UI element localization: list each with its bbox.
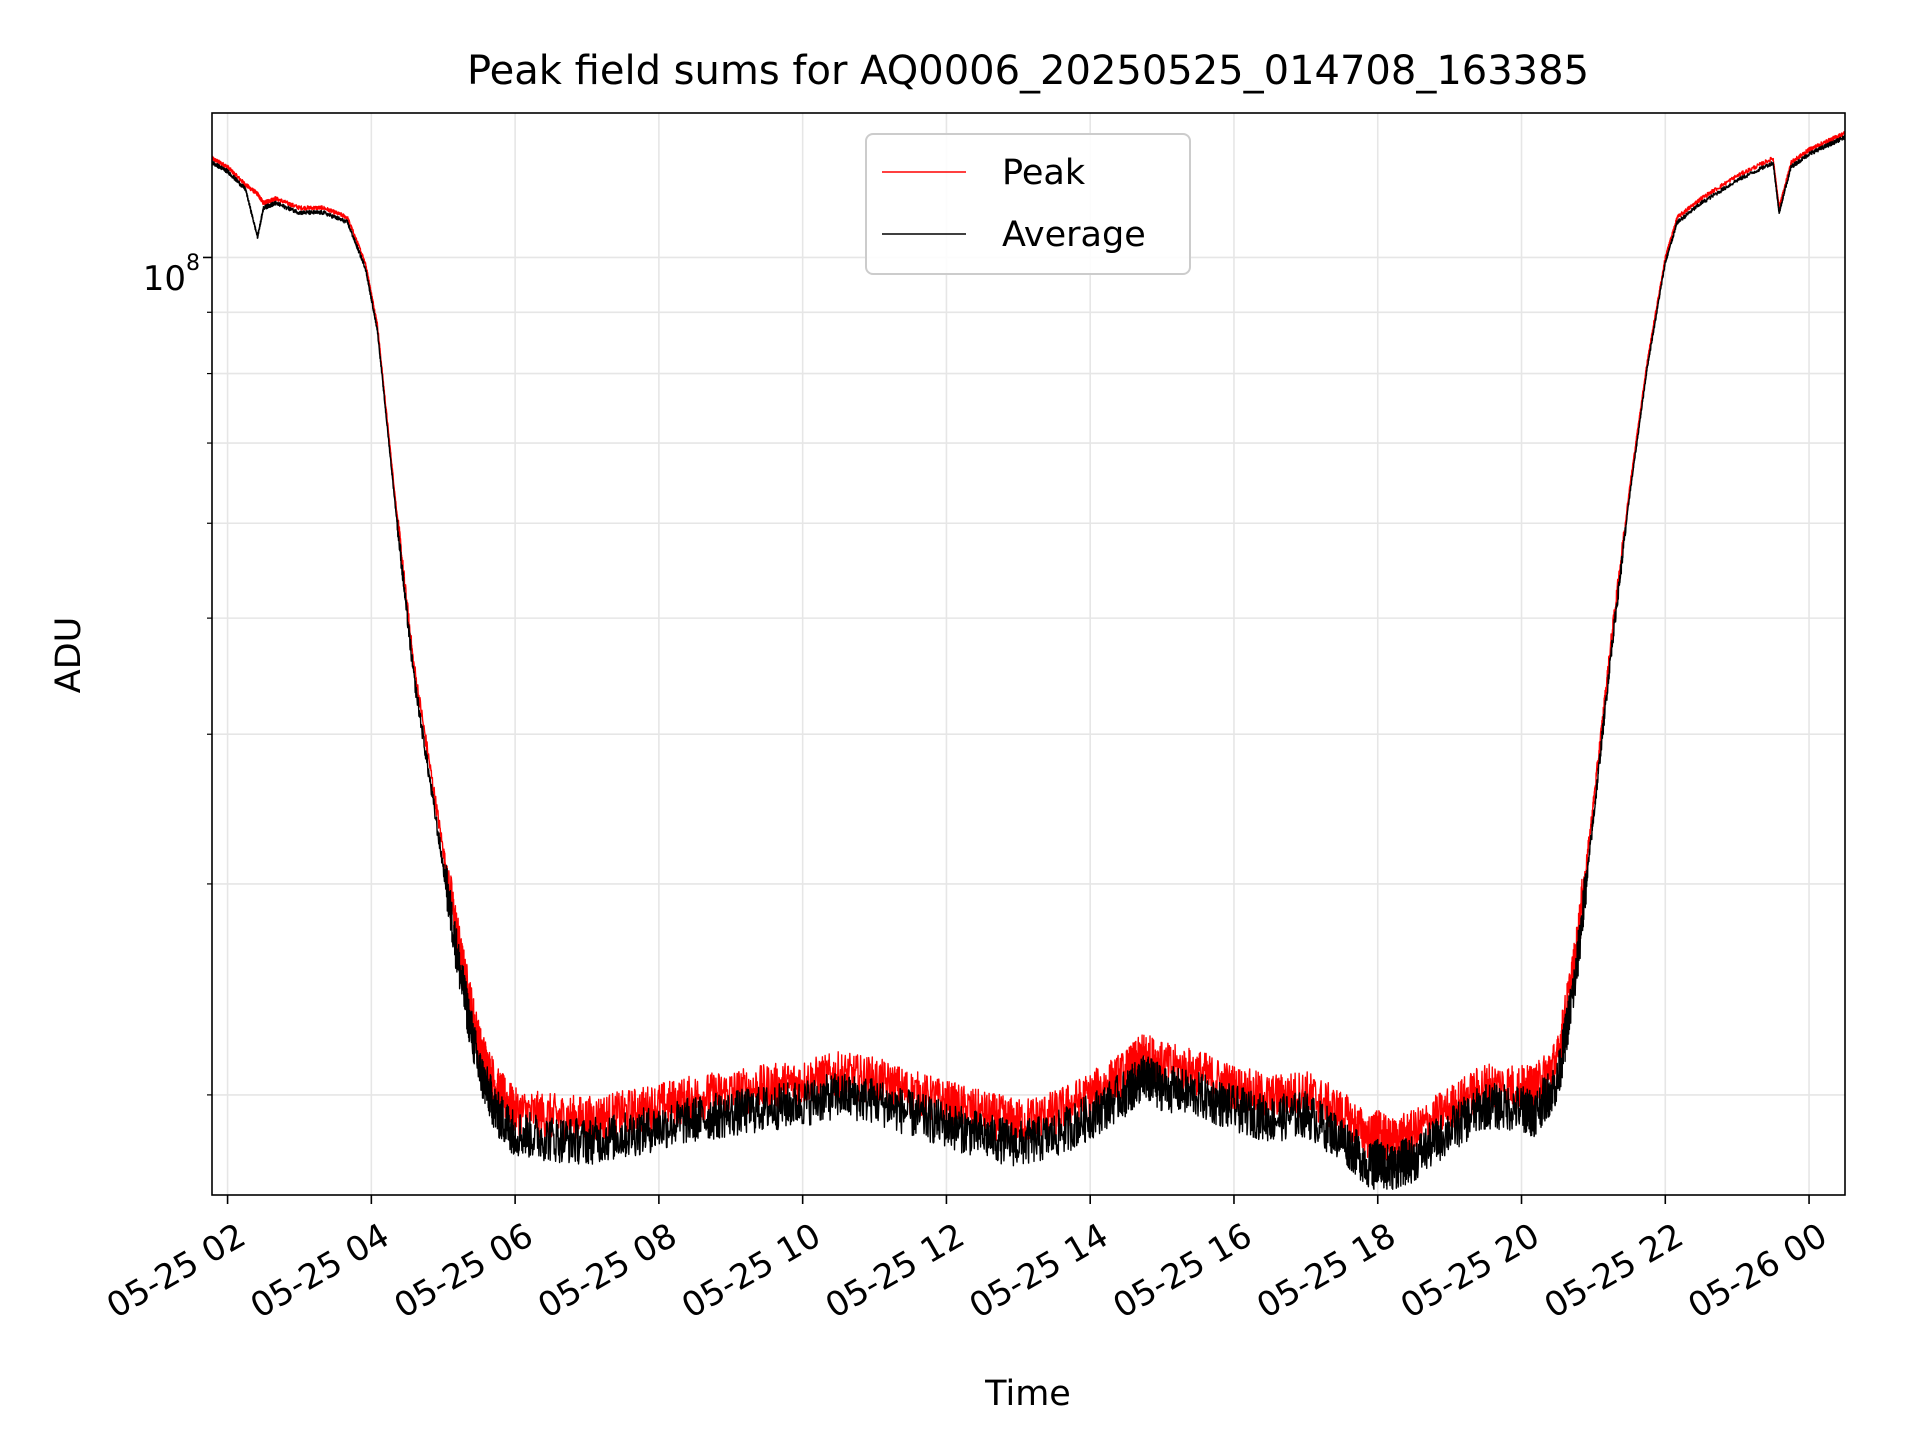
legend-label-peak: Peak [1002,153,1086,193]
legend-box [865,133,1191,275]
y-tick-label-1e8: 10 8 [143,251,200,299]
legend: Peak Average [865,133,1191,275]
x-axis-label: Time [984,1374,1071,1414]
grid-lines [212,113,1845,1195]
y-tick-label-exponent: 8 [186,251,200,276]
axes-frame [211,112,1846,1196]
legend-label-average: Average [1002,215,1146,255]
series-line-peak [212,131,1845,1162]
y-tick-label-base: 10 [143,259,186,299]
series-line-average [212,134,1845,1190]
chart-title: Peak field sums for AQ0006_20250525_0147… [467,48,1589,94]
y-axis-ticks [203,256,212,1096]
y-axis-label: ADU [49,617,89,694]
plot-series [212,131,1845,1190]
